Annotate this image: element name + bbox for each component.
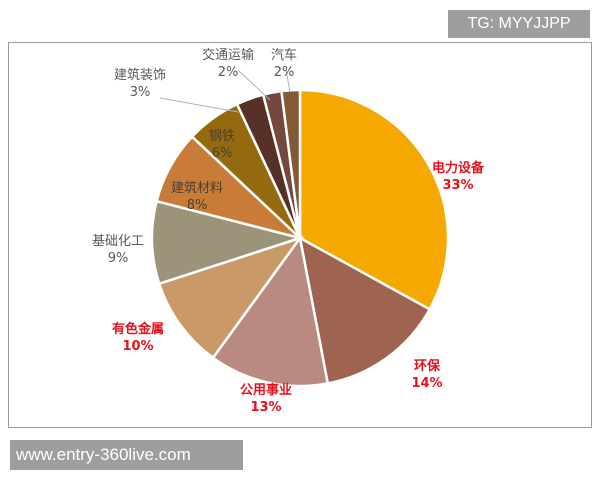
slice-name-label: 电力设备 (432, 160, 485, 176)
pie-slice-3 (157, 235, 304, 360)
slice-value-label: 2% (218, 65, 239, 80)
pie-slice-4 (150, 199, 305, 286)
slice-name-label: 公用事业 (240, 382, 292, 398)
slice-value-label: 33% (442, 178, 473, 193)
leader-line-7 (159, 97, 239, 113)
slice-value-label: 2% (274, 65, 295, 80)
pie-slice-1 (298, 235, 432, 385)
slice-value-label: 14% (411, 376, 442, 391)
watermark-bottom: www.entry-360live.com (10, 440, 243, 470)
slice-name-label: 基础化工 (92, 234, 144, 249)
slice-name-label: 钢铁 (209, 129, 235, 144)
slice-value-label: 10% (122, 339, 153, 354)
watermark-top: TG: MYYJJPP (448, 10, 590, 38)
slice-name-label: 建筑材料 (171, 180, 223, 196)
chart-frame (8, 42, 592, 428)
slice-value-label: 13% (250, 400, 281, 415)
slice-value-label: 6% (212, 146, 233, 161)
pie-slice-0 (298, 88, 450, 311)
pie-slice-2 (211, 234, 330, 388)
slice-name-label: 环保 (414, 358, 441, 374)
slice-name-label: 建筑装饰 (114, 67, 166, 83)
pie-slice-9 (280, 88, 302, 239)
slice-name-label: 有色金属 (112, 321, 164, 337)
slice-value-label: 8% (187, 198, 208, 213)
slice-value-label: 9% (108, 251, 129, 266)
slice-value-label: 3% (130, 85, 151, 100)
leader-line-8 (237, 69, 271, 101)
slice-name-label: 交通运输 (202, 47, 254, 63)
leader-line-9 (285, 69, 291, 93)
slice-name-label: 汽车 (271, 47, 297, 63)
